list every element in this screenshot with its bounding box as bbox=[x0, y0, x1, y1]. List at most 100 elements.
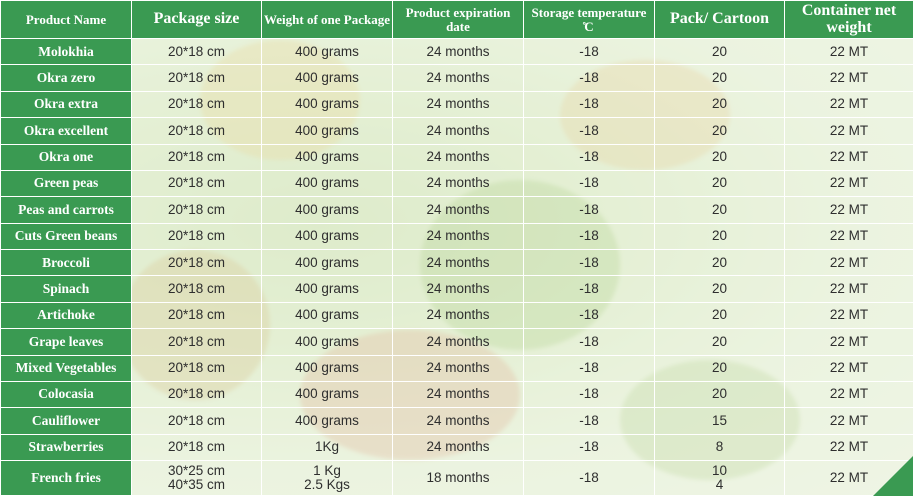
weight-cell: 400 grams bbox=[261, 222, 393, 251]
header-product-name: Product Name bbox=[0, 0, 132, 39]
weight-cell: 1 Kg 2.5 Kgs bbox=[261, 460, 393, 496]
package-size-cell: 20*18 cm bbox=[131, 90, 262, 119]
product-name-cell: Okra zero bbox=[0, 64, 132, 92]
container-weight-cell: 22 MT bbox=[784, 222, 913, 251]
container-weight-cell: 22 MT bbox=[784, 433, 913, 462]
container-weight-cell: 22 MT bbox=[784, 275, 913, 303]
table-row: Okra zero 20*18 cm 400 grams 24 months -18 20… bbox=[0, 64, 913, 92]
container-weight-cell: 22 MT bbox=[784, 354, 913, 382]
storage-temp-cell: -18 bbox=[523, 275, 655, 303]
product-name-cell: Grape leaves bbox=[0, 328, 132, 356]
table-row: Strawberries 20*18 cm 1Kg 24 months -18 8 22 M… bbox=[0, 433, 913, 462]
product-name-cell: Mixed Vegetables bbox=[0, 354, 132, 382]
storage-temp-cell: -18 bbox=[523, 196, 655, 224]
pack-cartoon-cell: 8 bbox=[654, 433, 785, 462]
pack-cartoon-cell: 10 4 bbox=[654, 460, 785, 496]
weight-cell: 400 grams bbox=[261, 143, 393, 171]
table-row: Grape leaves 20*18 cm 400 grams 24 months -1… bbox=[0, 328, 913, 356]
product-name-cell: Cauliflower bbox=[0, 407, 132, 435]
storage-temp-cell: -18 bbox=[523, 37, 655, 66]
table-row: French fries 30*25 cm 40*35 cm 1 Kg 2.5 Kgs 1… bbox=[0, 460, 913, 496]
weight-cell: 400 grams bbox=[261, 37, 393, 66]
expiration-cell: 24 months bbox=[392, 169, 524, 198]
expiration-cell: 24 months bbox=[392, 407, 524, 435]
weight-cell: 400 grams bbox=[261, 196, 393, 224]
package-size-cell: 20*18 cm bbox=[131, 37, 262, 66]
table-row: Cuts Green beans 20*18 cm 400 grams 24 mont… bbox=[0, 222, 913, 251]
container-weight-cell: 22 MT bbox=[784, 248, 913, 277]
pack-cartoon-cell: 20 bbox=[654, 37, 785, 66]
pack-cartoon-cell: 20 bbox=[654, 301, 785, 330]
expiration-cell: 24 months bbox=[392, 117, 524, 145]
header-storage-temp: Storage temperature ̊C bbox=[523, 0, 655, 39]
product-name-cell: Strawberries bbox=[0, 433, 132, 462]
storage-temp-cell: -18 bbox=[523, 354, 655, 382]
expiration-cell: 24 months bbox=[392, 380, 524, 409]
storage-temp-cell: -18 bbox=[523, 460, 655, 496]
container-weight-cell: 22 MT bbox=[784, 328, 913, 356]
pack-cartoon-cell: 20 bbox=[654, 90, 785, 119]
package-size-cell: 20*18 cm bbox=[131, 196, 262, 224]
table-row: Peas and carrots 20*18 cm 400 grams 24 mont… bbox=[0, 196, 913, 224]
container-weight-cell: 22 MT bbox=[784, 37, 913, 66]
pack-cartoon-cell: 15 bbox=[654, 407, 785, 435]
product-name-cell: Cuts Green beans bbox=[0, 222, 132, 251]
package-size-cell: 20*18 cm bbox=[131, 354, 262, 382]
storage-temp-cell: -18 bbox=[523, 169, 655, 198]
pack-cartoon-cell: 20 bbox=[654, 196, 785, 224]
storage-temp-cell: -18 bbox=[523, 64, 655, 92]
expiration-cell: 24 months bbox=[392, 248, 524, 277]
package-size-cell: 20*18 cm bbox=[131, 143, 262, 171]
product-name-cell: Okra excellent bbox=[0, 117, 132, 145]
table-row: Molokhia 20*18 cm 400 grams 24 months -18 20 2… bbox=[0, 37, 913, 66]
package-size-cell: 20*18 cm bbox=[131, 380, 262, 409]
product-name-cell: Peas and carrots bbox=[0, 196, 132, 224]
expiration-cell: 24 months bbox=[392, 196, 524, 224]
storage-temp-cell: -18 bbox=[523, 328, 655, 356]
package-size-cell: 20*18 cm bbox=[131, 275, 262, 303]
table-row: Okra one 20*18 cm 400 grams 24 months -18 20 2… bbox=[0, 143, 913, 171]
container-weight-cell: 22 MT bbox=[784, 169, 913, 198]
package-size-cell: 20*18 cm bbox=[131, 328, 262, 356]
storage-temp-cell: -18 bbox=[523, 407, 655, 435]
weight-cell: 400 grams bbox=[261, 301, 393, 330]
package-size-cell: 20*18 cm bbox=[131, 407, 262, 435]
expiration-cell: 24 months bbox=[392, 143, 524, 171]
expiration-cell: 18 months bbox=[392, 460, 524, 496]
weight-cell: 400 grams bbox=[261, 380, 393, 409]
container-weight-cell: 22 MT bbox=[784, 90, 913, 119]
product-name-cell: Okra one bbox=[0, 143, 132, 171]
container-weight-cell: 22 MT bbox=[784, 380, 913, 409]
pack-cartoon-cell: 20 bbox=[654, 222, 785, 251]
header-pack-cartoon: Pack/ Cartoon bbox=[654, 0, 785, 39]
product-name-cell: French fries bbox=[0, 460, 132, 496]
product-name-cell: Colocasia bbox=[0, 380, 132, 409]
pack-cartoon-cell: 20 bbox=[654, 328, 785, 356]
table-row: Spinach 20*18 cm 400 grams 24 months -18 20 22… bbox=[0, 275, 913, 303]
container-weight-cell: 22 MT bbox=[784, 64, 913, 92]
package-size-cell: 20*18 cm bbox=[131, 117, 262, 145]
package-size-cell: 20*18 cm bbox=[131, 169, 262, 198]
pack-cartoon-cell: 20 bbox=[654, 169, 785, 198]
storage-temp-cell: -18 bbox=[523, 90, 655, 119]
expiration-cell: 24 months bbox=[392, 354, 524, 382]
expiration-cell: 24 months bbox=[392, 222, 524, 251]
storage-temp-cell: -18 bbox=[523, 380, 655, 409]
table-row: Colocasia 20*18 cm 400 grams 24 months -18 20… bbox=[0, 380, 913, 409]
storage-temp-cell: -18 bbox=[523, 248, 655, 277]
storage-temp-cell: -18 bbox=[523, 117, 655, 145]
storage-temp-cell: -18 bbox=[523, 301, 655, 330]
package-size-cell: 20*18 cm bbox=[131, 433, 262, 462]
pack-cartoon-cell: 20 bbox=[654, 380, 785, 409]
table-row: Green peas 20*18 cm 400 grams 24 months -18 2… bbox=[0, 169, 913, 198]
table-row: Okra excellent 20*18 cm 400 grams 24 months… bbox=[0, 117, 913, 145]
pack-cartoon-cell: 20 bbox=[654, 275, 785, 303]
weight-cell: 400 grams bbox=[261, 90, 393, 119]
weight-cell: 400 grams bbox=[261, 64, 393, 92]
pack-cartoon-cell: 20 bbox=[654, 117, 785, 145]
table-row: Mixed Vegetables 20*18 cm 400 grams 24 mont… bbox=[0, 354, 913, 382]
weight-cell: 400 grams bbox=[261, 407, 393, 435]
product-name-cell: Okra extra bbox=[0, 90, 132, 119]
package-size-cell: 30*25 cm 40*35 cm bbox=[131, 460, 262, 496]
